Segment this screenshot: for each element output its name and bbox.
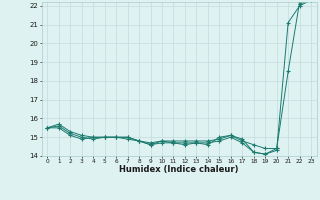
X-axis label: Humidex (Indice chaleur): Humidex (Indice chaleur) <box>119 165 239 174</box>
